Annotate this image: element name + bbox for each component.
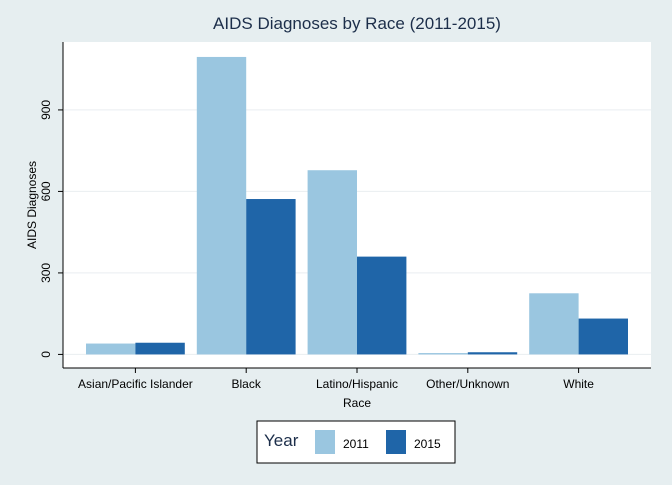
chart-title: AIDS Diagnoses by Race (2011-2015) (213, 14, 501, 33)
y-axis-label: AIDS Diagnoses (25, 161, 39, 249)
y-tick-label-300: 300 (39, 263, 53, 283)
x-axis-label: Race (343, 396, 371, 410)
bar-other-unknown-2015 (467, 352, 518, 355)
y-tick-label-0: 0 (39, 351, 53, 358)
x-tick-label-latino-hispanic: Latino/Hispanic (316, 377, 398, 391)
bar-asian-pacific-islander-2011 (86, 343, 136, 355)
legend-box (256, 420, 456, 464)
x-ticks: Asian/Pacific Islander Black Latino/Hispan… (78, 368, 594, 391)
legend: Year 2011 2015 (256, 420, 456, 464)
x-tick-label-white: White (563, 377, 594, 391)
legend-swatch-2011 (315, 430, 335, 454)
bar-white-2015 (578, 318, 628, 355)
bars (86, 56, 628, 355)
bar-latino-hispanic-2011 (307, 170, 357, 355)
bar-black-2011 (196, 56, 247, 355)
y-tick-label-600: 600 (39, 181, 53, 201)
x-tick-label-black: Black (232, 377, 262, 391)
bar-latino-hispanic-2015 (357, 256, 407, 355)
x-tick-label-asian-pacific-islander: Asian/Pacific Islander (78, 377, 193, 391)
bar-asian-pacific-islander-2015 (135, 342, 185, 355)
bar-white-2011 (529, 293, 579, 355)
legend-label-2015: 2015 (414, 437, 441, 451)
bar-black-2015 (246, 199, 296, 355)
y-tick-label-900: 900 (39, 100, 53, 120)
y-ticks: 0 300 600 900 (39, 100, 63, 358)
legend-label-2011: 2011 (343, 437, 369, 451)
legend-swatch-2015 (386, 430, 406, 454)
legend-title: Year (264, 431, 299, 450)
x-tick-label-other-unknown: Other/Unknown (426, 377, 509, 391)
bar-other-unknown-2011 (418, 353, 468, 355)
